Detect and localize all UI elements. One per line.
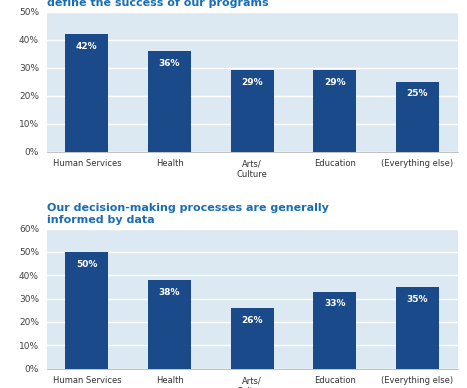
- Text: We have a defined plan for how data will be used to
define the success of our pr: We have a defined plan for how data will…: [47, 0, 372, 8]
- Bar: [313, 292, 356, 369]
- Bar: [65, 34, 108, 152]
- Text: 42%: 42%: [76, 42, 98, 51]
- Bar: [313, 71, 356, 152]
- Bar: [231, 308, 274, 369]
- Text: 26%: 26%: [241, 316, 263, 325]
- Text: 25%: 25%: [407, 89, 428, 98]
- Text: 29%: 29%: [241, 78, 263, 87]
- Text: 36%: 36%: [159, 59, 180, 68]
- Text: 35%: 35%: [407, 294, 428, 304]
- Bar: [396, 287, 439, 369]
- Bar: [396, 81, 439, 152]
- Bar: [148, 51, 191, 152]
- Text: 38%: 38%: [159, 288, 180, 297]
- Bar: [148, 280, 191, 369]
- Text: 33%: 33%: [324, 299, 346, 308]
- Text: 29%: 29%: [324, 78, 346, 87]
- Text: 50%: 50%: [76, 260, 98, 268]
- Bar: [231, 71, 274, 152]
- Bar: [65, 252, 108, 369]
- Text: Our decision-making processes are generally
informed by data: Our decision-making processes are genera…: [47, 203, 329, 225]
